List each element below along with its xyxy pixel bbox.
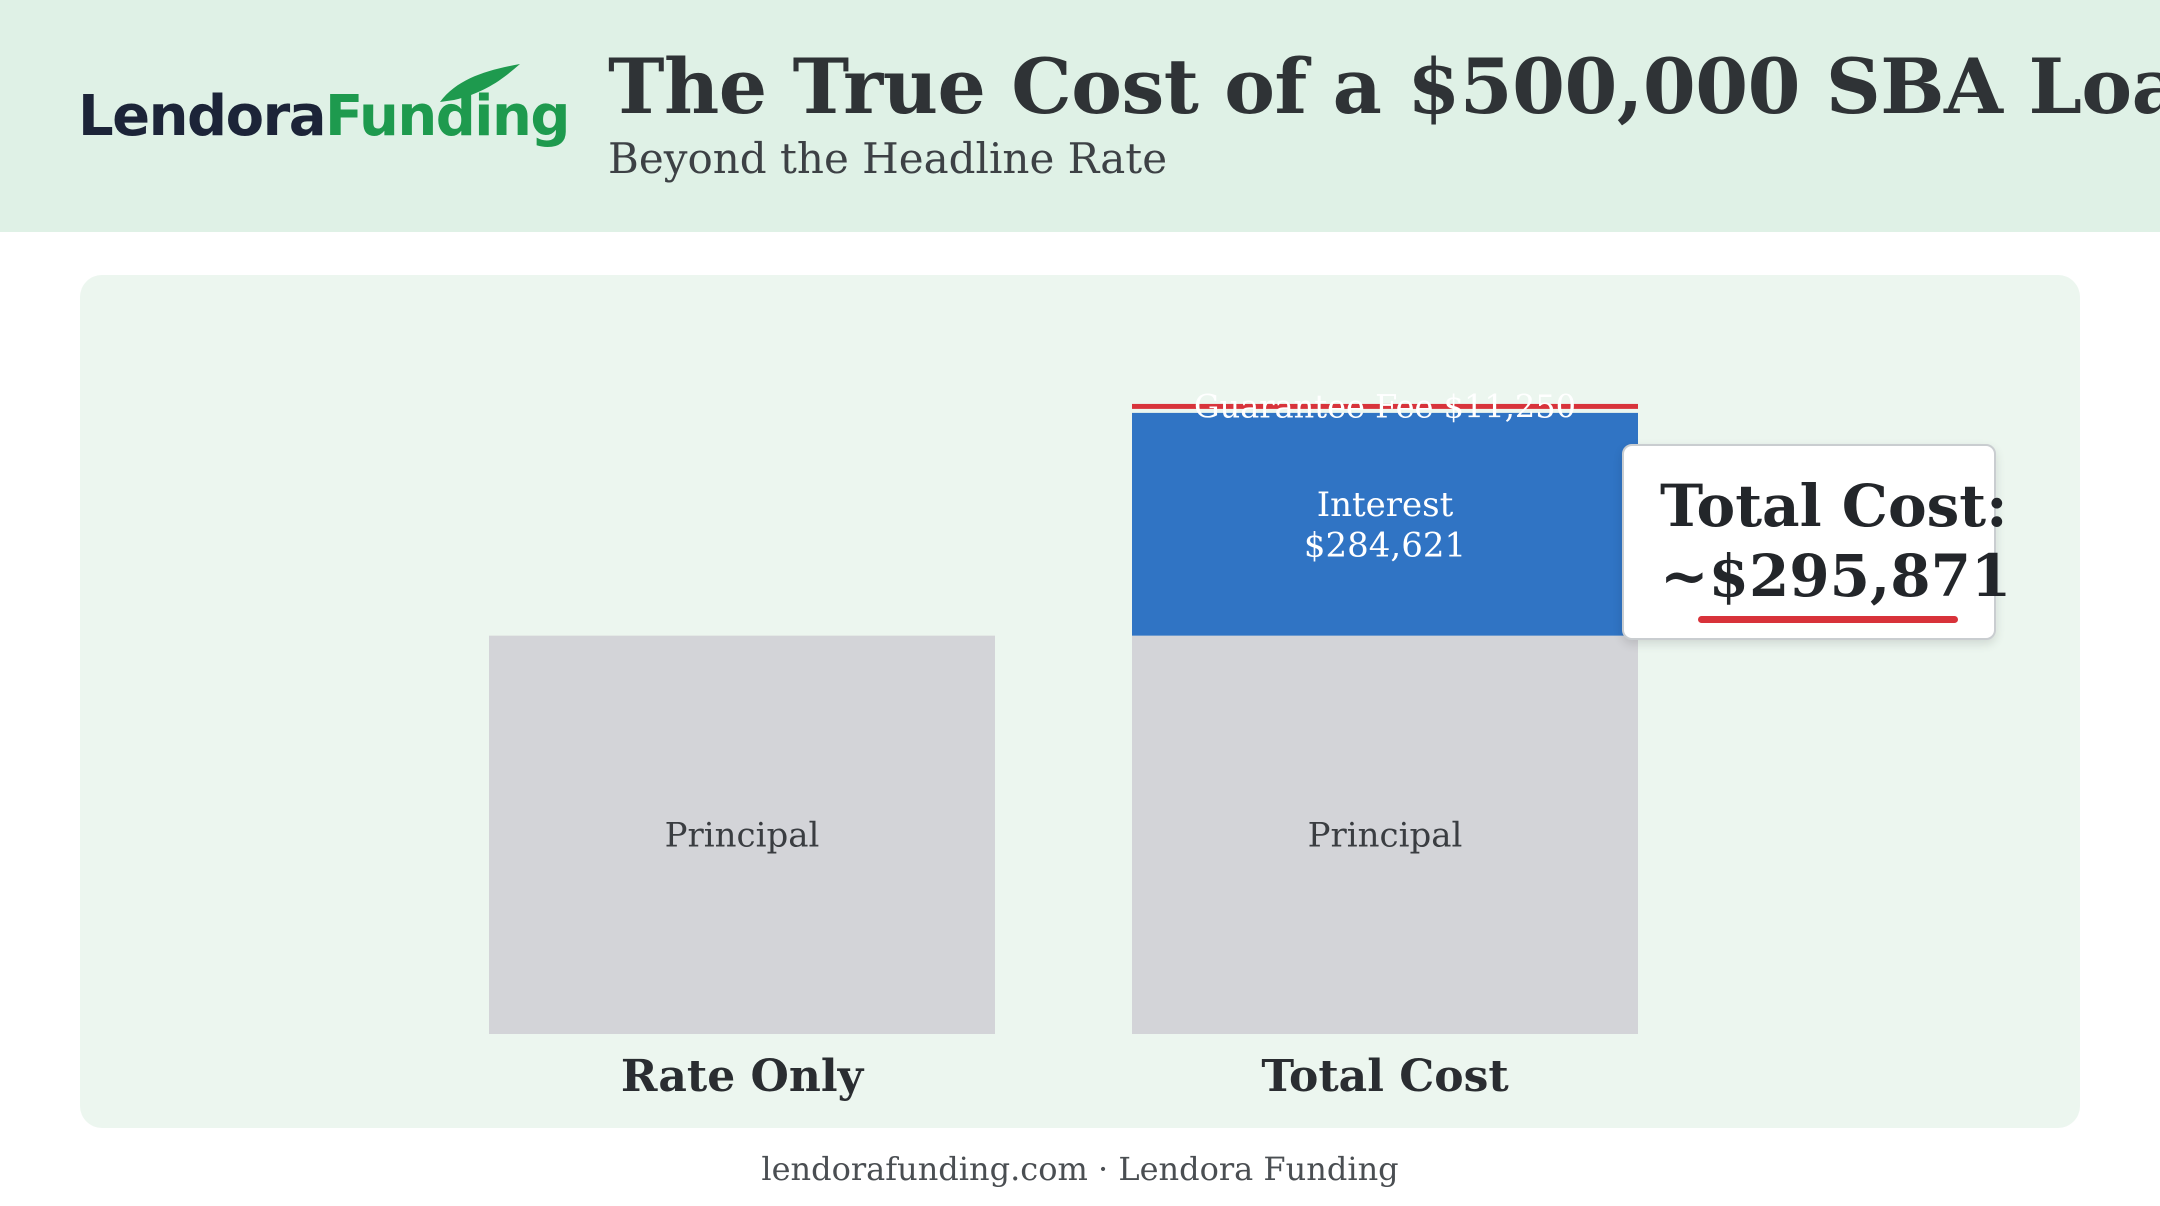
stacked-bar-chart: Principal Rate Only Principal Interest$284,… (489, 388, 1638, 1102)
total-cost-callout: Total Cost: ~$295,871 (1622, 444, 2011, 640)
bar-guarantee-1 (1132, 403, 1638, 409)
page-subtitle: Beyond the Headline Rate (608, 134, 1168, 183)
bar-label-guarantee-1-0: Guarantee Fee $11,250 (1194, 388, 1576, 426)
brand-name-part1: Lendora (78, 84, 327, 149)
callout-value: ~$295,871 (1660, 542, 2012, 610)
bar-label-principal-0-0: Principal (665, 816, 820, 856)
callout-underline (1698, 616, 1958, 623)
brand-name-part2: Funding (325, 84, 570, 149)
bar-label-interest-1-0: Interest (1317, 485, 1454, 525)
callout-label: Total Cost: (1660, 472, 2008, 540)
bar-interest-1 (1132, 412, 1638, 636)
bar-label-interest-1-1: $284,621 (1304, 526, 1466, 566)
brand-wordmark: LendoraFunding (78, 84, 570, 149)
header-banner: LendoraFunding The True Cost of a $500,0… (0, 0, 2160, 232)
category-label-0: Rate Only (621, 1051, 865, 1102)
bar-principal-1 (1132, 635, 1638, 1034)
bar-principal-0 (489, 635, 995, 1034)
brand-logo[interactable]: LendoraFunding (78, 62, 570, 162)
leaf-icon (440, 64, 520, 102)
bar-label-principal-1-0: Principal (1308, 816, 1463, 856)
chart-panel: Principal Rate Only Principal Interest $284,… (80, 275, 2080, 1128)
page-title: The True Cost of a $500,000 SBA Loan (608, 42, 2160, 131)
category-label-1: Total Cost (1261, 1051, 1509, 1102)
footer-credit: lendorafunding.com · Lendora Funding (761, 1150, 1399, 1188)
